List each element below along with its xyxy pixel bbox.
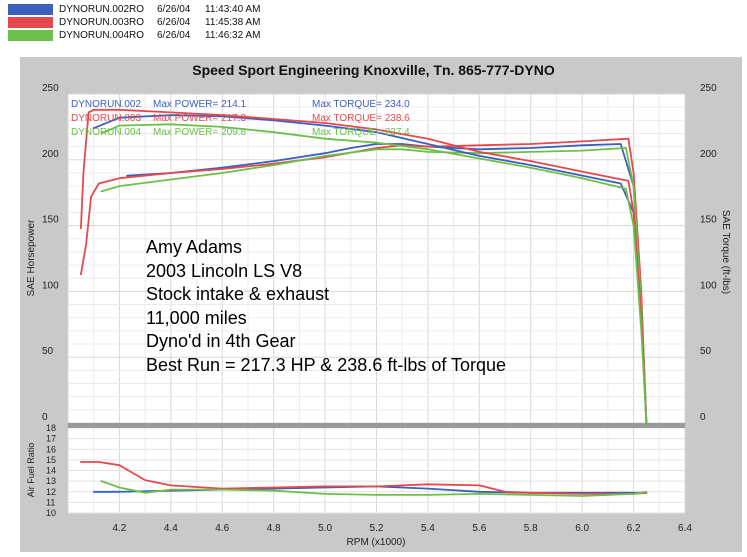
afr-tick-label: 11 xyxy=(46,497,55,507)
afr-tick-label: 10 xyxy=(46,508,56,518)
max-power-label: Max POWER= 217.3 xyxy=(153,113,247,124)
legend-time: 11:45:38 AM xyxy=(205,17,261,28)
x-tick-label: 4.6 xyxy=(215,523,229,534)
y-tick-label: 100 xyxy=(42,280,59,291)
legend-swatch xyxy=(8,30,53,41)
labels-layer: RPM (x1000) SAE Horsepower SAE Torque (ft-… xyxy=(26,99,731,548)
x-tick-label: 5.0 xyxy=(318,523,332,534)
max-power-label: Max POWER= 209.8 xyxy=(153,127,247,138)
legend-swatch xyxy=(8,4,53,15)
afr-tick-label: 17 xyxy=(46,434,56,444)
y2-tick-label: 250 xyxy=(700,83,717,94)
legend-swatch xyxy=(8,17,53,28)
max-torque-label: Max TORQUE= 238.6 xyxy=(312,113,410,124)
legend-time: 11:46:32 AM xyxy=(205,30,261,41)
series-power-line xyxy=(80,137,648,424)
legend-entry: DYNORUN.004RO 6/26/04 11:46:32 AM xyxy=(8,29,260,42)
legend-date: 6/26/04 xyxy=(157,4,191,15)
y2-tick-label: 200 xyxy=(700,149,717,160)
x-tick-label: 4.2 xyxy=(112,523,126,534)
note-line: Stock intake & exhaust xyxy=(146,284,330,304)
y-tick-label: 0 xyxy=(42,412,48,423)
legend-entry: DYNORUN.003RO 6/26/04 11:45:38 AM xyxy=(8,16,260,29)
x-tick-label: 5.6 xyxy=(472,523,486,534)
afr-tick-label: 13 xyxy=(46,476,56,486)
y-axis-title: SAE Horsepower xyxy=(26,219,37,296)
series-layer xyxy=(80,108,648,497)
x-tick-label: 4.8 xyxy=(267,523,281,534)
afr-axis-title: Air Fuel Ratio xyxy=(26,443,36,498)
y-tick-label: 150 xyxy=(42,215,59,226)
y2-tick-label: 0 xyxy=(700,412,706,423)
y-tick-label: 200 xyxy=(42,149,59,160)
legend-run-name: DYNORUN.003RO xyxy=(59,17,145,28)
afr-tick-label: 18 xyxy=(46,423,56,433)
legend-run-name: DYNORUN.002RO xyxy=(59,4,145,15)
legend-date: 6/26/04 xyxy=(157,30,191,41)
x-tick-label: 5.2 xyxy=(370,523,384,534)
x-tick-label: 6.0 xyxy=(575,523,589,534)
x-axis-title: RPM (x1000) xyxy=(347,537,406,548)
ticks-layer: 0 0 50 50 100 100 150 150 200 200 250 250 1011121314… xyxy=(42,83,717,534)
note-line: Amy Adams xyxy=(146,237,243,257)
x-tick-label: 6.2 xyxy=(627,523,641,534)
legend-run-name: DYNORUN.004RO xyxy=(59,30,145,41)
legend-date: 6/26/04 xyxy=(157,17,191,28)
max-torque-label: Max TORQUE= 234.0 xyxy=(312,99,410,110)
y2-tick-label: 150 xyxy=(700,215,717,226)
panel-separator xyxy=(68,423,685,428)
y2-axis-title: SAE Torque (ft-lbs) xyxy=(720,210,731,294)
run-legend: DYNORUN.002RO 6/26/04 11:43:40 AM DYNORU… xyxy=(8,3,260,42)
run-label: DYNORUN.002 xyxy=(71,99,141,110)
chart-title: Speed Sport Engineering Knoxville, Tn. 8… xyxy=(192,62,555,78)
afr-tick-label: 16 xyxy=(46,444,56,454)
legend-time: 11:43:40 AM xyxy=(205,4,261,15)
series-power-line xyxy=(100,147,648,424)
y2-tick-label: 50 xyxy=(700,346,712,357)
afr-tick-label: 14 xyxy=(46,466,56,476)
grid-layer xyxy=(67,93,686,514)
y-tick-label: 50 xyxy=(42,346,54,357)
y-tick-label: 250 xyxy=(42,83,59,94)
series-afr-line xyxy=(80,461,648,495)
note-line: Best Run = 217.3 HP & 238.6 ft-lbs of To… xyxy=(146,354,507,375)
note-line: Dyno'd in 4th Gear xyxy=(146,331,296,351)
legend-entry: DYNORUN.002RO 6/26/04 11:43:40 AM xyxy=(8,3,260,16)
series-torque-line xyxy=(100,123,648,424)
run-label: DYNORUN.004 xyxy=(71,127,141,138)
afr-tick-label: 15 xyxy=(46,455,56,465)
run-label: DYNORUN.003 xyxy=(71,113,141,124)
x-tick-label: 6.4 xyxy=(678,523,692,534)
x-tick-label: 5.4 xyxy=(421,523,435,534)
x-tick-label: 5.8 xyxy=(524,523,538,534)
note-line: 2003 Lincoln LS V8 xyxy=(146,260,303,281)
series-afr-line xyxy=(100,480,648,497)
y2-tick-label: 100 xyxy=(700,280,717,291)
max-power-label: Max POWER= 214.1 xyxy=(153,99,247,110)
max-torque-label: Max TORQUE= 227.4 xyxy=(312,127,410,138)
x-tick-label: 4.4 xyxy=(164,523,178,534)
series-torque-line xyxy=(80,108,648,424)
note-line: 11,000 miles xyxy=(146,307,247,328)
vehicle-notes: Amy Adams 2003 Lincoln LS V8 Stock intak… xyxy=(146,236,506,377)
afr-tick-label: 12 xyxy=(46,487,56,497)
